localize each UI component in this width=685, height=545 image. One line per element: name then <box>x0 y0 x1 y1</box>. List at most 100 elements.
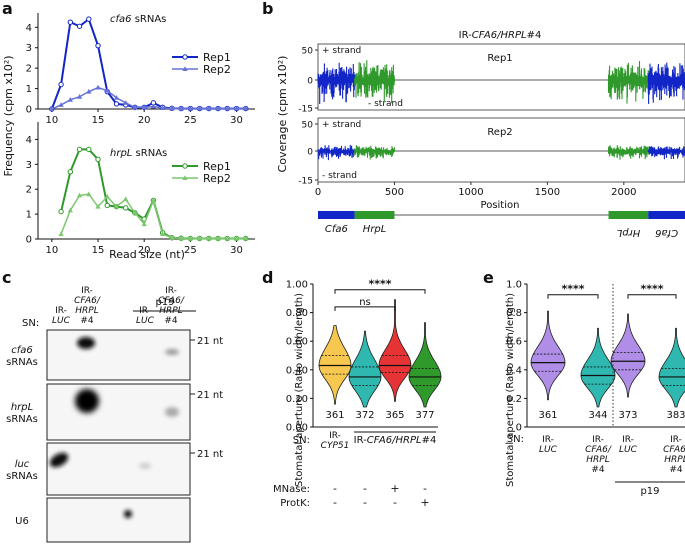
a-point <box>123 100 129 105</box>
a-point <box>132 104 138 110</box>
blot-sn-label: SN: <box>22 318 39 329</box>
a-point <box>196 235 203 241</box>
violin-ytick-label: 0.80 <box>286 308 308 319</box>
a-ytick-label: 2 <box>26 185 32 196</box>
violin-ytick-label: 0.8 <box>506 308 522 319</box>
a-point <box>76 192 83 198</box>
a-point <box>160 231 166 237</box>
a-xtick-label: 20 <box>138 245 151 256</box>
b-ytick-label: -15 <box>298 105 313 115</box>
a-point <box>104 202 110 209</box>
b-strand-minus: - strand <box>368 99 403 109</box>
panel-label-c: c <box>2 268 11 287</box>
b-xtick-label: 500 <box>385 187 404 198</box>
b-ytick-label: 50 <box>302 47 314 57</box>
a-point <box>206 235 212 241</box>
violin-ytick-label: 0.40 <box>286 365 308 376</box>
blot-membrane <box>46 497 191 543</box>
blot-lane-pre: IR- <box>81 286 93 296</box>
a-point <box>95 42 101 49</box>
d-sn-rest-pre: IR- <box>354 435 367 446</box>
b-region-label-reversed: HrpL <box>617 227 641 238</box>
blot-size-label: 21 nt <box>197 449 223 460</box>
e-sn-post: #4 <box>669 465 683 475</box>
a-xtick-label: 30 <box>230 115 243 126</box>
a-point <box>58 102 64 107</box>
blot-row-label-gene: luc <box>15 459 30 470</box>
a-xlabel: Read size (nt) <box>109 248 185 261</box>
b-strand-plus: + strand <box>322 46 361 56</box>
e-sn-gene-2: HRPL <box>664 455 685 465</box>
d-row-mnase: MNase: <box>273 484 310 495</box>
violin-n-label: 373 <box>618 410 637 421</box>
e-sn-gene: CFA6/ <box>585 445 612 455</box>
d-row-protk: ProtK: <box>280 498 310 509</box>
violin-ytick-label: 0.60 <box>286 337 308 348</box>
panel-c: SN: p19 IR-LUCIR-CFA6/HRPL#4IR-LUCIR-CFA… <box>6 286 223 543</box>
blot-lane-pre: IR- <box>165 286 177 296</box>
violin-n-label: 365 <box>385 410 404 421</box>
d-row-value: - <box>423 482 427 495</box>
violin-n-label: 344 <box>588 410 607 421</box>
b-coverage-hrpl <box>354 60 395 104</box>
a-xtick-label: 15 <box>92 245 105 256</box>
a-xtick-label: 15 <box>92 115 105 126</box>
b-xtick-label: 0 <box>315 187 321 198</box>
blot-lane-pre: IR- <box>139 306 151 316</box>
a-point <box>243 105 249 111</box>
b-ytick-label: 50 <box>302 121 314 131</box>
panel-label-d: d <box>262 268 273 287</box>
a-point <box>160 105 166 110</box>
violin-body <box>580 327 616 408</box>
blot-lane-post: #4 <box>80 316 94 326</box>
d-ylabel: Stomatal aperture (Ratio width/length) <box>294 293 305 487</box>
a-point <box>104 193 110 199</box>
a-ytick-label: 3 <box>26 43 32 54</box>
a-point <box>95 156 101 163</box>
violin-ytick-label: 0.6 <box>506 337 522 348</box>
b-ytick-label: 0 <box>307 77 313 87</box>
a-ytick-label: 1 <box>26 84 32 95</box>
a-point <box>86 16 92 22</box>
blot-lane-gene: LUC <box>136 316 155 326</box>
b-ytick-label: -15 <box>298 177 313 187</box>
d-row-value: + <box>390 482 399 495</box>
blot-lane-post: #4 <box>164 316 178 326</box>
blot-lane-gene-2: HRPL <box>159 306 182 316</box>
a-point <box>132 210 138 215</box>
violin-ytick-label: 0.20 <box>286 394 308 405</box>
a-legend-label: Rep2 <box>203 63 231 76</box>
a-ytick-label: 0 <box>26 235 32 246</box>
b-region-hrpl <box>354 211 395 219</box>
sig-bracket <box>334 306 396 311</box>
a-xtick-label: 30 <box>230 245 243 256</box>
b-coverage-cfa6 <box>317 62 356 104</box>
a-legend-marker <box>182 54 188 60</box>
a-legend-marker <box>182 66 188 71</box>
e-sn-gene: LUC <box>539 445 558 455</box>
a-ytick-label: 3 <box>26 160 32 171</box>
violin-body <box>658 327 685 408</box>
blot-row-label-type: sRNAs <box>6 471 38 482</box>
e-ylabel: Stomatal aperture (Ratio width/length) <box>505 293 516 487</box>
a-ytick-label: 4 <box>26 135 32 146</box>
violin-ytick-label: 0.2 <box>506 394 522 405</box>
panel-label-a: a <box>2 0 13 18</box>
b-xtick-label: 1500 <box>535 187 560 198</box>
sig-label: **** <box>640 283 663 296</box>
a-point <box>58 231 64 237</box>
violin-body <box>610 313 646 398</box>
a-point <box>224 235 230 241</box>
e-sn-gene: LUC <box>619 445 638 455</box>
a-point <box>123 205 129 211</box>
b-region-cfa6 <box>318 211 355 219</box>
violin-body <box>378 299 412 402</box>
a-point <box>76 93 83 99</box>
blot-band-hrpl-p19 <box>165 407 179 417</box>
violin-ytick-label: 0.00 <box>286 423 308 434</box>
blot-lane-pre: IR- <box>55 306 67 316</box>
violin-body <box>530 310 566 401</box>
blot-lane-gene: CFA6/ <box>74 296 101 306</box>
blot-membrane <box>46 329 191 381</box>
a-point <box>141 104 147 110</box>
